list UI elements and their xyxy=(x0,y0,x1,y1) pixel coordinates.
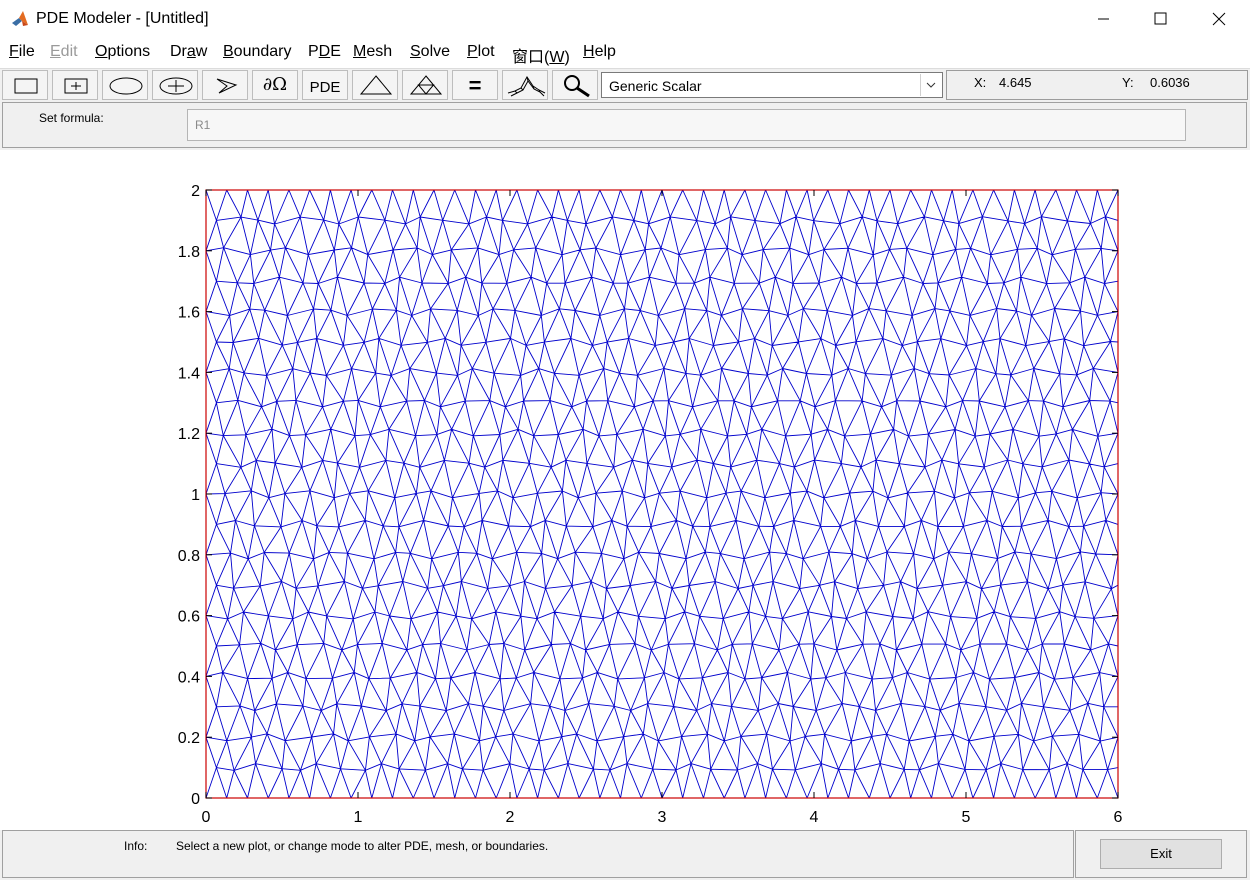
x-tick-label: 3 xyxy=(658,809,667,826)
plot-surface-icon xyxy=(507,76,546,97)
menu-item[interactable]: Mesh xyxy=(353,43,393,60)
axis-ticks: 0 1 2 3 4 5 6 0 0.2 0.4 0.6 0.8 1 1.2 1.4 1.6 1.8 2 xyxy=(178,183,1123,826)
domain-boundary xyxy=(205,189,1119,799)
polygon-button[interactable] xyxy=(202,70,248,100)
ellipse-button[interactable] xyxy=(102,70,148,100)
x-tick-label: 0 xyxy=(202,809,211,826)
exit-button[interactable]: Exit xyxy=(1100,839,1222,869)
x-tick-label: 4 xyxy=(810,809,819,826)
menu-item[interactable]: Edit xyxy=(50,43,78,60)
chevron-down-icon[interactable] xyxy=(920,74,941,96)
menu-item[interactable]: File xyxy=(9,43,35,60)
y-tick-label: 2 xyxy=(191,183,200,200)
maximize-button[interactable] xyxy=(1137,4,1183,34)
formula-frame xyxy=(2,102,1247,148)
boundary-mode-icon: ∂Ω xyxy=(262,74,288,95)
y-tick-label: 1 xyxy=(191,487,200,504)
menu-item[interactable]: Draw xyxy=(170,43,208,60)
y-tick-label: 0.4 xyxy=(178,669,200,686)
menu-item[interactable]: Options xyxy=(95,43,151,60)
polygon-icon xyxy=(216,78,238,94)
info-text: Select a new plot, or change mode to alt… xyxy=(176,839,549,853)
exit-frame xyxy=(1075,830,1247,878)
y-tick-label: 1.8 xyxy=(178,244,200,261)
menu-bar xyxy=(0,38,1250,68)
formula-input[interactable]: R1 xyxy=(187,109,1186,141)
centered-ellipse-icon xyxy=(159,77,193,95)
solve-button[interactable]: = xyxy=(452,70,498,100)
y-tick-label: 0.2 xyxy=(178,730,200,747)
x-tick-label: 1 xyxy=(354,809,363,826)
mesh-axes[interactable]: 0 1 2 3 4 5 6 0 0.2 0.4 0.6 0.8 1 1.2 1.4 1.6 1.8 2 xyxy=(0,150,1250,830)
triangular-mesh xyxy=(205,189,1119,799)
refine-mesh-button[interactable] xyxy=(402,70,448,100)
y-tick-label: 0 xyxy=(191,791,200,808)
menu-item[interactable]: Help xyxy=(583,43,616,60)
x-tick-label: 5 xyxy=(962,809,971,826)
solve-icon: = xyxy=(468,73,482,98)
y-tick-label: 1.2 xyxy=(178,426,200,443)
x-coord-label: X: xyxy=(974,75,987,90)
menu-item[interactable]: Solve xyxy=(410,43,451,60)
minimize-button[interactable] xyxy=(1080,4,1126,34)
y-tick-label: 1.6 xyxy=(178,305,200,322)
init-mesh-icon xyxy=(359,75,393,95)
menu-item[interactable]: PDE xyxy=(308,43,341,60)
mesh-edges xyxy=(205,189,1119,799)
y-coord-value: 0.6036 xyxy=(1150,75,1190,90)
centered-rectangle-icon xyxy=(64,78,88,94)
window-title: PDE Modeler - [Untitled] xyxy=(36,10,209,27)
plot-surface-button[interactable] xyxy=(502,70,548,100)
application-select-value: Generic Scalar xyxy=(609,78,702,94)
y-tick-label: 0.6 xyxy=(178,609,200,626)
pointer-coordinates xyxy=(946,70,1248,100)
info-label: Info: xyxy=(124,839,148,853)
x-tick-label: 2 xyxy=(506,809,515,826)
menu-item[interactable]: Boundary xyxy=(223,43,292,60)
y-coord-label: Y: xyxy=(1122,75,1134,90)
zoom-button[interactable] xyxy=(552,70,598,100)
title-bar xyxy=(0,0,1250,38)
centered-rectangle-button[interactable] xyxy=(52,70,98,100)
centered-ellipse-button[interactable] xyxy=(152,70,198,100)
application-select[interactable]: Generic Scalar xyxy=(601,72,943,98)
x-tick-label: 6 xyxy=(1114,809,1123,826)
formula-label: Set formula: xyxy=(39,111,104,125)
status-bar xyxy=(0,830,1250,880)
menu-item[interactable]: 窗口(W) xyxy=(512,49,570,66)
close-button[interactable] xyxy=(1196,4,1242,34)
init-mesh-button[interactable] xyxy=(352,70,398,100)
plot-canvas: 0 1 2 3 4 5 6 0 0.2 0.4 0.6 0.8 1 1.2 1.4 1.6 1.8 2 xyxy=(0,150,1250,830)
matlab-icon xyxy=(12,11,28,26)
pde-spec-icon: PDE xyxy=(309,79,341,96)
menu-item[interactable]: Plot xyxy=(467,43,495,60)
y-tick-label: 0.8 xyxy=(178,548,200,565)
ellipse-icon xyxy=(109,77,143,95)
close-icon xyxy=(1212,12,1226,26)
y-tick-label: 1.4 xyxy=(178,365,200,382)
info-frame xyxy=(2,830,1074,878)
rectangle-icon xyxy=(14,78,38,94)
minimize-icon xyxy=(1098,18,1109,20)
zoom-icon xyxy=(564,75,590,98)
x-coord-value: 4.645 xyxy=(999,75,1032,90)
formula-value: R1 xyxy=(195,118,211,132)
refine-mesh-icon xyxy=(409,75,443,95)
boundary-mode-button[interactable]: ∂Ω xyxy=(252,70,298,100)
pde-spec-button[interactable]: PDE xyxy=(302,70,348,100)
rectangle-button[interactable] xyxy=(2,70,48,100)
maximize-icon xyxy=(1154,12,1167,25)
